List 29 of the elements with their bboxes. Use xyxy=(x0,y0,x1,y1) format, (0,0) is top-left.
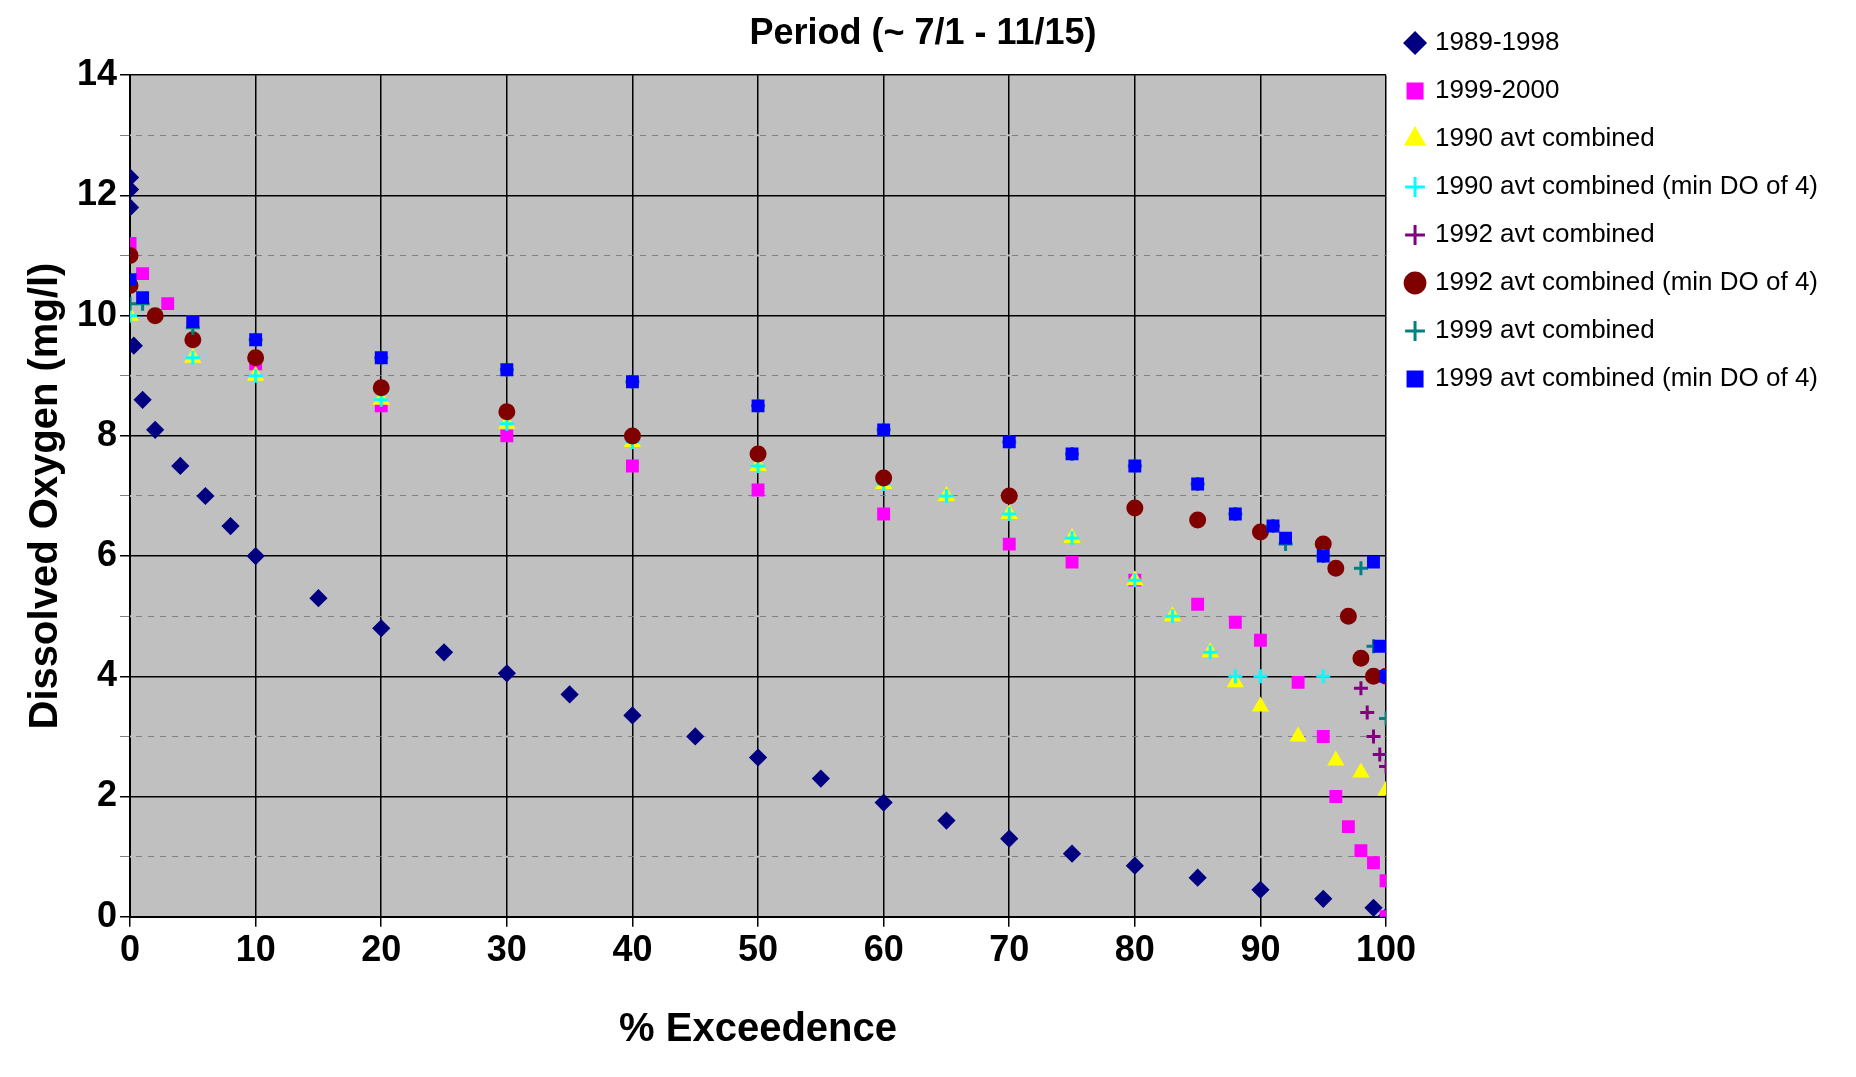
y-axis-title: Dissolved Oxygen (mg/l) xyxy=(21,262,66,730)
x-tick-label: 20 xyxy=(361,928,402,970)
y-tick-label: 10 xyxy=(77,292,118,334)
y-tick-label: 12 xyxy=(77,172,118,214)
legend-label: 1989-1998 xyxy=(1435,26,1560,57)
y-tick-label: 14 xyxy=(77,52,118,94)
legend-label: 1999-2000 xyxy=(1435,74,1560,105)
y-tick-label: 4 xyxy=(97,653,118,695)
y-tick-label: 8 xyxy=(97,412,118,454)
legend-label: 1990 avt combined xyxy=(1435,122,1655,153)
y-tick-label: 6 xyxy=(97,533,118,575)
legend-label: 1992 avt combined xyxy=(1435,218,1655,249)
x-tick-label: 60 xyxy=(863,928,904,970)
y-tick-label: 2 xyxy=(97,773,118,815)
x-tick-label: 50 xyxy=(738,928,779,970)
x-tick-label: 70 xyxy=(989,928,1030,970)
x-tick-label: 80 xyxy=(1114,928,1155,970)
legend-label: 1992 avt combined (min DO of 4) xyxy=(1435,266,1819,297)
legend-label: 1999 avt combined (min DO of 4) xyxy=(1435,362,1819,393)
y-tick-label: 0 xyxy=(97,893,118,935)
x-tick-label: 30 xyxy=(486,928,527,970)
x-tick-label: 40 xyxy=(612,928,653,970)
legend-label: 1990 avt combined (min DO of 4) xyxy=(1435,170,1819,201)
chart-title: Period (~ 7/1 - 11/15) xyxy=(749,10,1097,52)
legend-label: 1999 avt combined xyxy=(1435,314,1655,345)
x-tick-label: 100 xyxy=(1356,928,1417,970)
x-axis-title: % Exceedence xyxy=(619,1005,898,1050)
x-tick-label: 10 xyxy=(235,928,276,970)
x-tick-label: 90 xyxy=(1240,928,1281,970)
